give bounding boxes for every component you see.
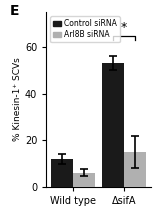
Bar: [102, 63, 124, 187]
Legend: Control siRNA, Arl8B siRNA: Control siRNA, Arl8B siRNA: [50, 16, 120, 42]
Text: *: *: [121, 21, 127, 34]
Y-axis label: % Kinesin-1⁺ SCVs: % Kinesin-1⁺ SCVs: [13, 58, 22, 141]
Bar: [124, 152, 146, 187]
Text: E: E: [10, 4, 19, 17]
Bar: [51, 159, 73, 187]
Bar: [73, 173, 95, 187]
